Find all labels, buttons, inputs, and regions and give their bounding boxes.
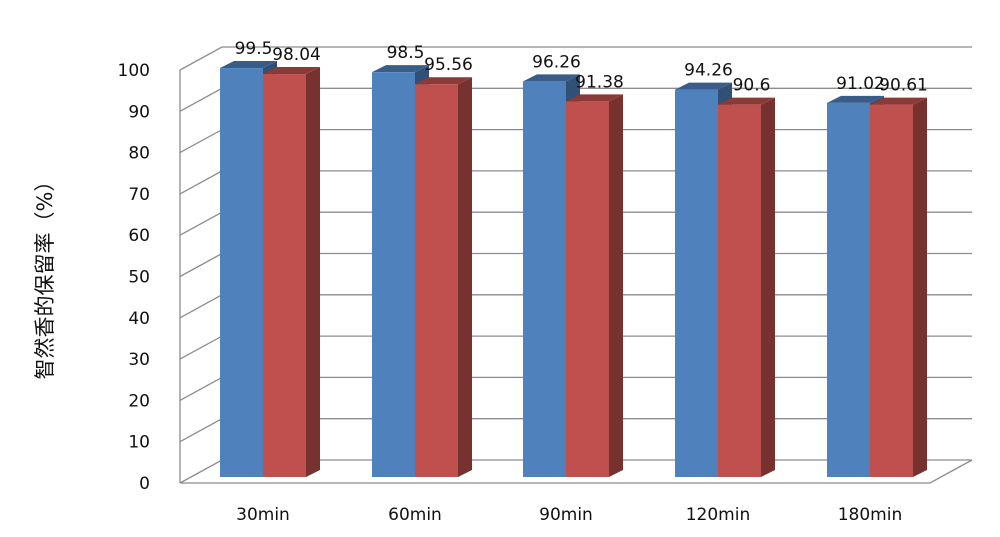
- y-tick-label: 90: [128, 102, 150, 122]
- bar-top: [263, 67, 320, 75]
- y-axis-title: 智然香的保留率（%）: [33, 171, 57, 380]
- x-tick-label: 90min: [539, 505, 593, 525]
- bar-top: [566, 94, 623, 102]
- bar: [220, 68, 263, 478]
- y-tick-label: 20: [128, 391, 150, 411]
- bar-side: [913, 97, 927, 478]
- bar: [718, 104, 761, 477]
- bar-side: [306, 67, 320, 477]
- data-label: 98.5: [387, 43, 425, 63]
- bar-top: [827, 95, 884, 103]
- bar: [675, 89, 718, 477]
- data-label: 90.6: [733, 76, 771, 96]
- y-tick-label: 70: [128, 185, 150, 205]
- bar: [566, 101, 609, 478]
- x-tick-label: 120min: [686, 505, 751, 525]
- axes: 0 10 20 30 40 50 60 70 80 90 100 30min 60min 90min 120…: [118, 61, 973, 525]
- data-label: 91.38: [575, 72, 624, 92]
- bar: [827, 102, 870, 477]
- bar: [415, 84, 458, 477]
- bar-top: [372, 65, 429, 73]
- bar: [870, 104, 913, 478]
- bar: [523, 81, 566, 477]
- data-label: 94.26: [684, 61, 733, 81]
- data-label: 90.61: [879, 76, 928, 96]
- data-label: 96.26: [532, 52, 581, 72]
- bar: [263, 74, 306, 477]
- bar-top: [523, 74, 580, 82]
- y-tick-label: 50: [128, 268, 150, 288]
- x-tick-label: 30min: [236, 505, 290, 525]
- data-label: 91.02: [836, 74, 885, 94]
- x-tick-label: 60min: [388, 505, 442, 525]
- bar-side: [609, 94, 623, 478]
- bar: [372, 72, 415, 477]
- bar-top: [870, 97, 927, 105]
- data-label: 98.04: [272, 45, 321, 65]
- x-tick-label: 180min: [838, 505, 903, 525]
- y-tick-label: 40: [128, 309, 150, 329]
- data-label: 95.56: [424, 55, 473, 75]
- y-tick-label: 0: [139, 474, 150, 494]
- floor-edge: [180, 459, 973, 484]
- bar-top: [415, 77, 472, 85]
- bar-top: [718, 97, 775, 105]
- bar-side: [761, 97, 775, 477]
- y-tick-label: 30: [128, 350, 150, 370]
- y-tick-label: 10: [128, 433, 150, 453]
- bar-top: [220, 61, 277, 69]
- y-tick-label: 100: [118, 61, 150, 81]
- bar-top: [675, 82, 732, 90]
- bar-side: [458, 77, 472, 477]
- y-tick-label: 60: [128, 226, 150, 246]
- y-tick-label: 80: [128, 144, 150, 164]
- data-label: 99.5: [235, 39, 273, 59]
- bars: [220, 61, 927, 478]
- gridline: [179, 46, 972, 71]
